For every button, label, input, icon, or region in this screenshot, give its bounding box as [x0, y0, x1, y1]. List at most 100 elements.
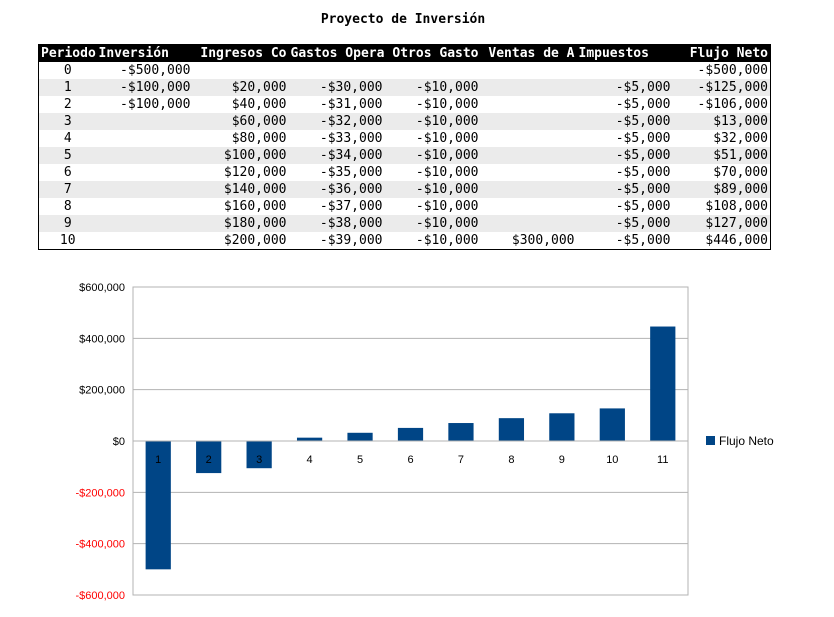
- column-header-impuestos: Impuestos: [576, 44, 673, 62]
- x-tick-label: 7: [458, 454, 464, 466]
- table-cell: 9: [38, 215, 97, 232]
- column-header-otros-gastos: Otros Gasto: [384, 44, 481, 62]
- table-row: 4 $80,000 -$33,000 -$10,000 -$5,000 $32,000: [39, 130, 771, 147]
- table-cell: $32,000: [713, 131, 768, 146]
- table-cell: -$10,000: [415, 97, 479, 112]
- table-row: 2 -$100,000 $40,000 -$31,000 -$10,000 -$5,000…: [39, 96, 771, 113]
- column-header-inversion: Inversión: [96, 44, 193, 62]
- table-cell: -$39,000: [319, 233, 383, 248]
- table-cell: [481, 164, 577, 181]
- table-cell: 0: [63, 63, 72, 78]
- table-cell: -$33,000: [319, 131, 383, 146]
- y-tick-label: -$600,000: [75, 590, 125, 602]
- table-cell: [97, 198, 193, 215]
- table-cell: [480, 147, 577, 164]
- table-cell: $80,000: [231, 131, 287, 146]
- table-cell: [96, 215, 193, 232]
- table-cell: $127,000: [672, 215, 771, 232]
- y-tick-label: -$400,000: [75, 539, 125, 551]
- table-cell: [193, 62, 289, 79]
- table-cell: -$10,000: [384, 215, 481, 232]
- y-tick-label: $200,000: [79, 385, 125, 397]
- y-tick-label: -$200,000: [75, 487, 125, 499]
- table-cell: $60,000: [192, 113, 289, 130]
- table-cell: $108,000: [705, 199, 768, 214]
- table-header-row: Periodo Inversión Ingresos Co Gastos Ope…: [38, 44, 771, 62]
- table-cell: -$500,000: [120, 63, 191, 78]
- table-cell: -$10,000: [384, 181, 481, 198]
- table-cell: $300,000: [511, 233, 575, 248]
- table-cell: 7: [38, 181, 97, 198]
- table-cell: -$106,000: [697, 97, 768, 112]
- table-cell: [97, 232, 193, 250]
- bar: [448, 423, 474, 441]
- table-cell: [480, 181, 577, 198]
- table-cell: -$100,000: [120, 97, 191, 112]
- table-cell: [96, 181, 193, 198]
- bar: [549, 413, 575, 441]
- table-cell: [577, 62, 673, 79]
- table-cell: -$5,000: [576, 181, 673, 198]
- table-cell: -$5,000: [576, 79, 673, 96]
- table-cell: -$5,000: [576, 113, 673, 130]
- table-cell: [289, 62, 385, 79]
- table-cell: 6: [63, 165, 72, 180]
- table-cell: $180,000: [192, 215, 289, 232]
- table-cell: $200,000: [223, 233, 287, 248]
- chart-title: Proyecto de Inversión: [320, 12, 486, 27]
- table-cell: -$5,000: [576, 215, 673, 232]
- x-tick-label: 4: [307, 454, 313, 466]
- table-cell: -$36,000: [288, 181, 385, 198]
- column-header-ingresos: Ingresos Co: [192, 44, 289, 62]
- bar: [196, 441, 222, 474]
- column-header-flujo-neto: Flujo Neto: [672, 44, 771, 62]
- table-row: 10 $200,000 -$39,000 -$10,000 $300,000 -$5,00…: [39, 232, 771, 250]
- table-cell: -$5,000: [615, 199, 671, 214]
- flujo-neto-bar-chart: $600,000 $400,000 $200,000 $0 -$200,000 -$400…: [75, 282, 774, 602]
- x-tick-label: 10: [606, 454, 618, 466]
- table-row: 0 -$500,000 -$500,000: [39, 62, 771, 79]
- table-cell: -$500,000: [697, 63, 768, 78]
- x-tick-label: 3: [256, 454, 262, 466]
- table-cell: -$37,000: [319, 199, 383, 214]
- bar: [397, 427, 424, 441]
- table-row: 1 -$100,000 $20,000 -$30,000 -$10,000 -$5,000…: [38, 79, 771, 96]
- table-cell: -$30,000: [288, 79, 385, 96]
- column-header-ventas: Ventas de A: [480, 44, 577, 62]
- bar: [498, 418, 525, 441]
- table-cell: $89,000: [672, 181, 771, 198]
- table-cell: $446,000: [705, 233, 768, 248]
- table-cell: -$10,000: [415, 165, 479, 180]
- column-header-gastos-operativos: Gastos Opera: [288, 44, 385, 62]
- table-cell: [481, 130, 577, 147]
- table-cell: $51,000: [672, 147, 771, 164]
- bar: [650, 326, 676, 441]
- table-row: 8 $160,000 -$37,000 -$10,000 -$5,000 $108,000: [39, 198, 771, 215]
- table-cell: $160,000: [223, 199, 287, 214]
- table-cell: -$5,000: [615, 165, 671, 180]
- table-row: 7 $140,000 -$36,000 -$10,000 -$5,000 $89,000: [38, 181, 771, 198]
- table-cell: -$5,000: [615, 233, 671, 248]
- table-cell: -$31,000: [319, 97, 383, 112]
- table-cell: [480, 215, 577, 232]
- x-tick-label: 9: [559, 454, 565, 466]
- table-cell: -$35,000: [319, 165, 383, 180]
- y-tick-label: $600,000: [79, 282, 125, 294]
- table-cell: 10: [59, 233, 76, 248]
- table-cell: 5: [38, 147, 97, 164]
- table-cell: [385, 62, 481, 79]
- table-cell: $70,000: [713, 165, 768, 180]
- table-cell: -$38,000: [288, 215, 385, 232]
- table-cell: -$100,000: [96, 79, 193, 96]
- bar: [347, 432, 373, 441]
- table-cell: [481, 96, 577, 113]
- table-cell: -$10,000: [415, 199, 479, 214]
- table-cell: $140,000: [192, 181, 289, 198]
- legend-label: Flujo Neto: [719, 434, 774, 448]
- bar: [145, 441, 171, 570]
- table-cell: $20,000: [192, 79, 289, 96]
- table-cell: -$5,000: [576, 147, 673, 164]
- table-cell: 3: [38, 113, 97, 130]
- table-cell: -$32,000: [288, 113, 385, 130]
- table-row: 6 $120,000 -$35,000 -$10,000 -$5,000 $70,000: [39, 164, 771, 181]
